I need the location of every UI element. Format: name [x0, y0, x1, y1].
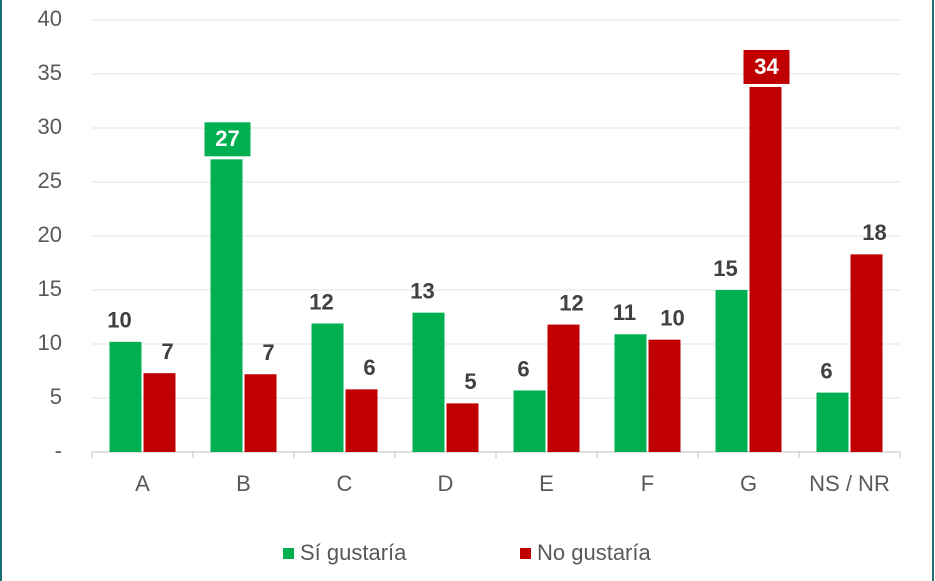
data-label: 12 [309, 289, 333, 314]
bar [109, 341, 142, 452]
data-label: 11 [613, 300, 636, 325]
data-label: 12 [559, 290, 583, 315]
y-tick-label: 20 [38, 222, 62, 247]
y-tick-label: 15 [38, 276, 62, 301]
y-tick-label: - [55, 438, 62, 463]
legend-swatch [520, 548, 531, 559]
y-tick-label: 35 [38, 60, 62, 85]
data-label: 18 [862, 220, 886, 245]
x-tick-label: C [337, 471, 353, 496]
bar [648, 339, 681, 452]
data-label: 34 [754, 54, 779, 79]
y-tick-label: 25 [38, 168, 62, 193]
x-tick-label: B [236, 471, 251, 496]
label-box [204, 122, 251, 157]
x-tick-label: NS / NR [809, 471, 890, 496]
data-label: 6 [820, 358, 832, 383]
data-label: 10 [660, 305, 684, 330]
bar [513, 390, 546, 452]
data-label: 6 [363, 355, 375, 380]
bar [816, 392, 849, 452]
label-box [743, 49, 790, 84]
bar [715, 290, 748, 452]
bar [311, 323, 344, 452]
data-label: 5 [464, 369, 476, 394]
bar [345, 389, 378, 452]
y-tick-label: 40 [38, 6, 62, 31]
x-tick-label: E [539, 471, 554, 496]
bar [850, 254, 883, 452]
bar [446, 403, 479, 452]
legend-label: Sí gustaría [300, 540, 407, 565]
x-tick-label: G [740, 471, 757, 496]
bar [412, 312, 445, 452]
bar [210, 159, 243, 452]
bar [143, 373, 176, 452]
legend-swatch [283, 548, 294, 559]
x-tick-label: A [135, 471, 150, 496]
y-tick-label: 5 [50, 384, 62, 409]
y-tick-label: 10 [38, 330, 62, 355]
x-tick-label: F [641, 471, 654, 496]
x-tick-label: D [438, 471, 454, 496]
legend-label: No gustaría [537, 540, 651, 565]
data-label: 6 [517, 356, 529, 381]
data-label: 7 [262, 340, 274, 365]
bar [749, 86, 782, 453]
data-label: 27 [215, 126, 239, 151]
bar [547, 324, 580, 452]
y-tick-label: 30 [38, 114, 62, 139]
bar [614, 334, 647, 452]
bar [244, 374, 277, 452]
data-label: 15 [713, 256, 737, 281]
data-label: 10 [107, 308, 131, 333]
data-label: 13 [410, 278, 434, 303]
data-label: 7 [161, 339, 173, 364]
